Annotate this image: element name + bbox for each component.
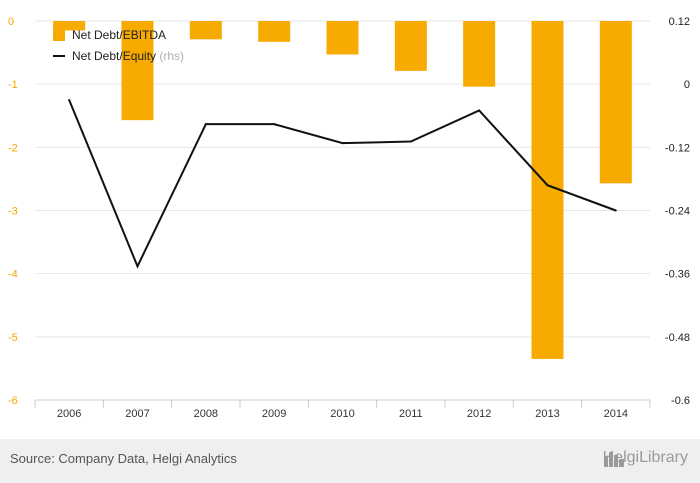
x-tick-label: 2012	[467, 408, 491, 420]
chart-svg: 0 -1 -2 -3 -4 -5 -6 0.12 0 -0.12 -0.24 -0.36 -0.48 -0…	[8, 16, 690, 420]
bar	[53, 21, 86, 31]
bar	[258, 21, 291, 42]
left-tick-label: -4	[8, 269, 18, 281]
x-tick-label: 2007	[125, 408, 149, 420]
left-tick-label: -3	[8, 206, 18, 218]
line-point	[136, 265, 139, 268]
x-tick-label: 2010	[330, 408, 354, 420]
x-tick-label: 2008	[194, 408, 218, 420]
right-tick-label: -0.6	[671, 395, 690, 407]
line-point	[204, 123, 207, 126]
footer-bar	[0, 439, 700, 483]
line-point	[341, 142, 344, 145]
left-tick-label: -6	[8, 395, 18, 407]
x-tick-label: 2011	[399, 408, 423, 420]
brand-logo: HelgiLibrary	[603, 449, 688, 467]
line-point	[614, 209, 617, 212]
bar	[326, 21, 359, 55]
left-tick-label: -5	[8, 332, 18, 344]
line-point	[546, 184, 549, 187]
line-point	[273, 123, 276, 126]
bar	[121, 21, 154, 121]
bar	[189, 21, 222, 40]
source-text: Source: Company Data, Helgi Analytics	[10, 451, 237, 466]
bar	[394, 21, 427, 71]
right-tick-label: -0.24	[665, 206, 690, 218]
legend-label-net-debt-equity: Net Debt/Equity (rhs)	[72, 49, 184, 63]
right-tick-label: -0.48	[665, 332, 690, 344]
x-tick-label: 2014	[604, 408, 628, 420]
x-tick-label: 2006	[57, 408, 81, 420]
right-tick-label: -0.36	[665, 269, 690, 281]
city-skyline-icon	[603, 452, 624, 467]
x-tick-label: 2013	[535, 408, 559, 420]
line-point	[409, 140, 412, 143]
left-tick-label: -1	[8, 79, 18, 91]
line-point	[478, 109, 481, 112]
legend-bar-swatch	[53, 29, 65, 41]
x-tick-label: 2009	[262, 408, 286, 420]
bar	[599, 21, 632, 184]
legend-label-net-debt-ebitda: Net Debt/EBITDA	[72, 28, 166, 42]
left-tick-label: 0	[8, 16, 14, 28]
right-tick-label: 0	[684, 79, 690, 91]
legend-rhs-note: (rhs)	[159, 49, 184, 63]
line-point	[68, 98, 71, 101]
brand-name: HelgiLibrary	[602, 449, 688, 466]
right-tick-label: -0.12	[665, 142, 690, 154]
bar	[463, 21, 496, 87]
right-tick-label: 0.12	[669, 16, 690, 28]
left-tick-label: -2	[8, 142, 18, 154]
